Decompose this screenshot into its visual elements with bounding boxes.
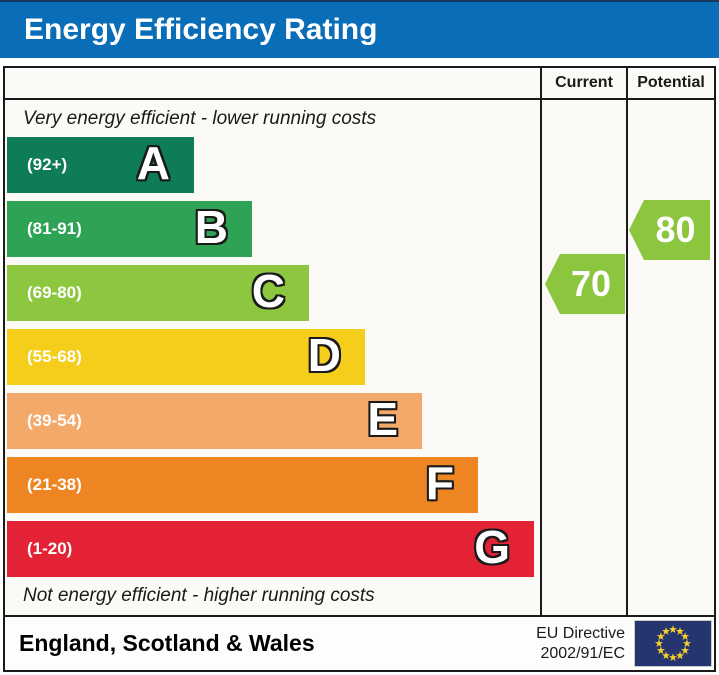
band-letter: E <box>367 393 398 446</box>
table-footer-row: England, Scotland & Wales EU Directive 2… <box>5 617 714 670</box>
band-range-label: (81-91) <box>27 219 82 238</box>
eu-flag-icon <box>635 621 711 666</box>
band-row-d: (55-68) D <box>7 329 365 385</box>
eu-flag-star <box>675 627 685 635</box>
potential-column-header: Potential <box>637 74 705 91</box>
table-header-row: Current Potential <box>5 68 714 100</box>
current-column-header: Current <box>542 68 628 98</box>
band-letter: F <box>425 457 454 510</box>
band-row-f: (21-38) F <box>7 457 478 513</box>
eu-directive-line1: EU Directive <box>536 624 625 642</box>
potential-rating-arrow: 80 <box>629 200 710 260</box>
page-title: Energy Efficiency Rating <box>24 13 378 46</box>
band-letter: B <box>194 201 228 254</box>
band-range-label: (69-80) <box>27 283 82 302</box>
eu-flag-star <box>675 651 685 660</box>
band-range-label: (1-20) <box>27 539 73 558</box>
band-range-label: (39-54) <box>27 411 82 430</box>
band-letter: G <box>474 521 510 574</box>
eu-flag-star <box>656 632 665 640</box>
band-row-b: (81-91) B <box>7 201 252 257</box>
current-rating-arrow: 70 <box>545 254 625 314</box>
band-letter: A <box>136 137 170 190</box>
eu-flag-star <box>682 639 692 647</box>
band-row-c: (69-80) C <box>7 265 309 321</box>
rating-bands-chart: Very energy efficient - lower running co… <box>5 100 542 615</box>
band-range-label: (55-68) <box>27 347 82 366</box>
current-rating-cell: 70 <box>542 100 628 615</box>
eu-flag-star <box>668 653 678 661</box>
band-range-label: (92+) <box>27 155 68 174</box>
band-row-a: (92+) A <box>7 137 194 193</box>
band-row-g: (1-20) G <box>7 521 534 577</box>
band-range-label: (21-38) <box>27 475 82 494</box>
band-letter: C <box>251 265 285 318</box>
eu-flag-star <box>681 632 690 640</box>
table-body-row: Very energy efficient - lower running co… <box>5 100 714 617</box>
potential-rating-cell: 80 <box>628 100 714 615</box>
title-bar: Energy Efficiency Rating <box>0 0 719 58</box>
eu-flag-star <box>668 625 678 633</box>
bottom-note: Not energy efficient - higher running co… <box>23 585 375 606</box>
eu-flag-star <box>656 646 665 654</box>
epc-table: Current Potential Very energy efficient … <box>3 66 716 672</box>
eu-directive-line2: 2002/91/EC <box>540 644 625 662</box>
eu-flag-star <box>661 651 671 660</box>
header-spacer-cell <box>5 68 542 98</box>
eu-flag-star <box>681 646 690 654</box>
eu-directive-label: EU Directive 2002/91/EC <box>536 624 625 664</box>
top-note: Very energy efficient - lower running co… <box>23 108 377 129</box>
region-label: England, Scotland & Wales <box>19 630 315 656</box>
eu-flag-star <box>654 639 664 647</box>
eu-flag-star <box>661 627 671 635</box>
band-row-e: (39-54) E <box>7 393 422 449</box>
band-letter: D <box>307 329 341 382</box>
